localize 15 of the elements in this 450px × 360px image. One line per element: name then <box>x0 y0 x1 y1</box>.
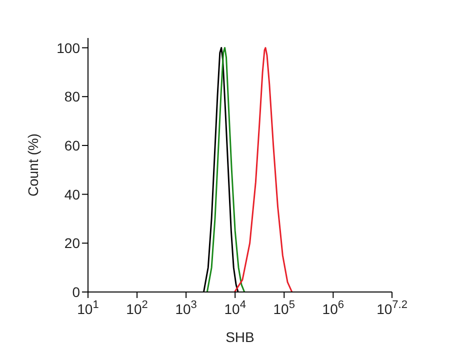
y-tick-label: 100 <box>56 40 80 56</box>
y-axis-title: Count (%) <box>24 133 41 197</box>
x-tick-label: 10$^{1}$ <box>77 299 99 317</box>
y-tick-label: 60 <box>64 137 80 154</box>
x-axis-title: SHB <box>226 329 254 345</box>
x-tick-label: 10$^{4}$ <box>224 299 246 317</box>
y-tick-label: 0 <box>72 284 80 300</box>
y-tick-label: 20 <box>64 235 80 252</box>
x-tick-label: 10$^{5}$ <box>273 299 295 317</box>
x-tick-label: 10$^{6}$ <box>322 299 344 317</box>
x-tick-label: 10$^{2}$ <box>126 299 148 317</box>
x-tick-label: 10$^{3}$ <box>175 299 197 317</box>
y-tick-label: 80 <box>64 88 80 105</box>
x-tick-label: 10$^{7.2}$ <box>376 299 408 317</box>
y-tick-label: 40 <box>64 186 80 202</box>
